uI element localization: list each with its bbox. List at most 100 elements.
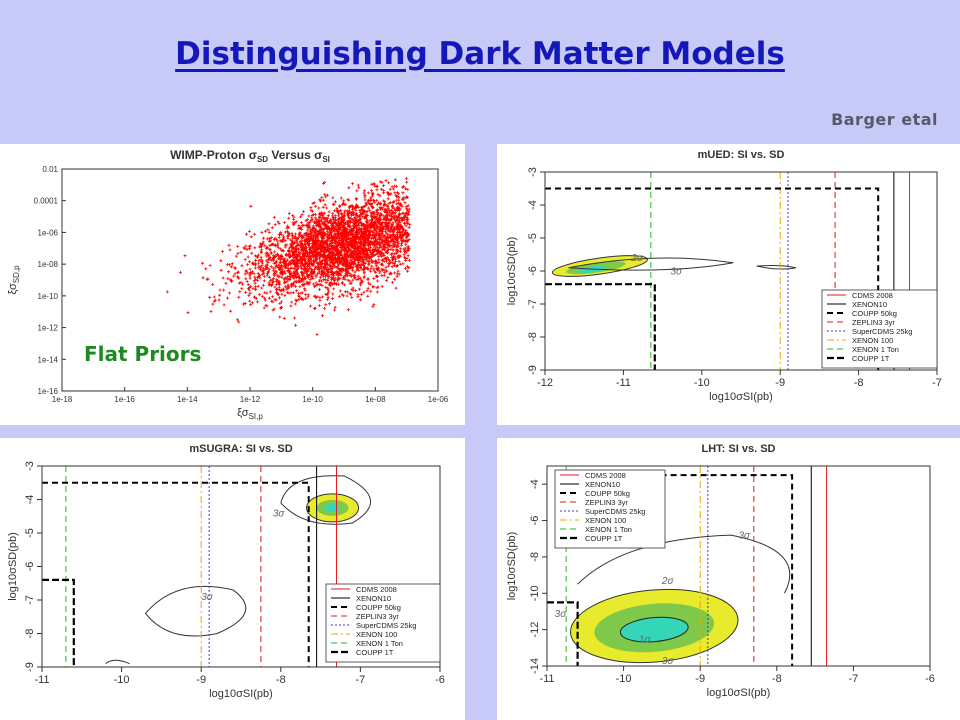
slide-title: Distinguishing Dark Matter Models	[175, 36, 785, 72]
coupp-1t-line	[545, 283, 656, 370]
legend-entry: SuperCDMS 25kg	[852, 327, 912, 336]
ytick-label: -8	[527, 332, 539, 342]
xtick-label: -8	[772, 673, 782, 685]
ytick-label: -5	[24, 528, 36, 538]
xtick-label: -7	[356, 674, 366, 686]
legend-box	[554, 469, 666, 549]
ytick-label: -4	[527, 200, 539, 210]
scatter-chart: WIMP-Proton σSD Versus σSI 1e-18 1e-16 1e-…	[7, 148, 449, 421]
scatter-xtick-label: 1e-08	[365, 395, 386, 404]
scatter-ytick-label: 0.01	[42, 165, 58, 174]
contour-label: 3σ	[555, 609, 568, 620]
contour-region	[619, 616, 689, 643]
scatter-panel: WIMP-Proton σSD Versus σSI 1e-18 1e-16 1e-…	[0, 144, 465, 425]
scatter-xtick-label: 1e-10	[302, 395, 323, 404]
ytick-label: -10	[529, 585, 541, 601]
contour-line	[280, 475, 371, 525]
scatter-ytick-label: 0.0001	[34, 197, 59, 206]
scatter-ytick-label: 1e-12	[38, 324, 59, 333]
legend-entry: XENON10	[585, 480, 620, 489]
ylabel: log10σSD(pb)	[506, 237, 518, 306]
legend-entry: COUPP 1T	[356, 648, 394, 657]
scatter-ytick-label: 1e-16	[38, 387, 59, 396]
ytick-label: -7	[24, 595, 36, 605]
ytick-label: -6	[529, 516, 541, 526]
legend-entry: SuperCDMS 25kg	[585, 507, 645, 516]
contour-line	[105, 659, 130, 665]
scatter-ytick-label: 1e-08	[38, 260, 59, 269]
legend-entry: CDMS 2008	[852, 291, 893, 300]
legend-entry: XENON 100	[585, 516, 626, 525]
ytick-label: -8	[529, 552, 541, 562]
xtick-label: -8	[276, 674, 286, 686]
scatter-xtick-label: 1e-06	[428, 395, 449, 404]
scatter-xlabel: ξσSI,p	[237, 407, 263, 421]
xtick-label: -7	[932, 377, 942, 389]
contour-line	[756, 265, 796, 270]
chart-frame	[546, 465, 931, 667]
legend-entry: CDMS 2008	[356, 585, 397, 594]
ytick-label: -7	[527, 299, 539, 309]
contour-label: 1σ	[639, 634, 652, 645]
contour-label: 3σ	[739, 531, 752, 542]
scatter-title: WIMP-Proton σSD Versus σSI	[170, 148, 330, 164]
ytick-label: -12	[529, 622, 541, 638]
xlabel: log10σSI(pb)	[709, 391, 773, 403]
ytick-label: -4	[529, 479, 541, 489]
legend-box	[325, 583, 441, 663]
legend-entry: XENON 1 Ton	[356, 639, 403, 648]
contour-label: 3σ	[201, 592, 214, 603]
chart-title: mUED: SI vs. SD	[698, 149, 785, 161]
contour-label: 2σ	[630, 253, 644, 264]
legend-entry: COUPP 1T	[852, 354, 890, 363]
scatter-ytick-label: 1e-06	[38, 228, 59, 237]
ylabel: log10σSD(pb)	[7, 532, 19, 601]
xtick-label: -10	[616, 673, 632, 685]
xtick-label: -6	[925, 673, 935, 685]
scatter-ytick-label: 1e-10	[38, 292, 59, 301]
scatter-ytick-label: 1e-14	[38, 355, 59, 364]
flat-priors-label: Flat Priors	[80, 342, 206, 366]
coupp-1t-line	[42, 578, 75, 667]
legend-entry: COUPP 50kg	[356, 603, 401, 612]
xtick-label: -11	[539, 673, 554, 685]
legend-entry: COUPP 50kg	[585, 489, 630, 498]
legend-entry: XENON 1 Ton	[585, 525, 632, 534]
legend-entry: COUPP 50kg	[852, 309, 897, 318]
mued-chart: mUED: SI vs. SD 2σ 3σ -12 -11 -10 -9 -8 -7 -9 -8 -7…	[506, 149, 942, 403]
ytick-label: -3	[24, 461, 36, 471]
xtick-label: -11	[616, 377, 631, 389]
legend-entry: ZEPLIN3 3yr	[585, 498, 628, 507]
scatter-points	[165, 177, 412, 337]
xlabel: log10σSI(pb)	[707, 687, 771, 699]
chart-title: mSUGRA: SI vs. SD	[189, 443, 292, 455]
legend-entry: XENON 100	[356, 630, 397, 639]
xtick-label: -9	[695, 673, 705, 685]
contour-label: 3σ	[273, 508, 286, 519]
xtick-label: -9	[775, 377, 785, 389]
ytick-label: -9	[527, 365, 539, 375]
ytick-label: -6	[527, 266, 539, 276]
scatter-xtick-label: 1e-18	[52, 395, 73, 404]
legend-entry: ZEPLIN3 3yr	[852, 318, 895, 327]
contour-label: 3σ	[670, 266, 683, 277]
legend-entry: COUPP 1T	[585, 534, 623, 543]
ylabel: log10σSD(pb)	[506, 532, 518, 601]
xtick-label: -7	[849, 673, 859, 685]
legend-entry: XENON10	[852, 300, 887, 309]
msugra-panel: mSUGRA: SI vs. SD 3σ 3σ -11 -10 -9 -8 -7 -6 -9 -8 -…	[0, 438, 465, 720]
legend-entry: XENON 100	[852, 336, 893, 345]
xtick-label: -10	[694, 377, 710, 389]
xtick-label: -9	[196, 674, 206, 686]
xlabel: log10σSI(pb)	[209, 688, 273, 700]
scatter-xtick-label: 1e-12	[240, 395, 261, 404]
legend-entry: XENON 1 Ton	[852, 345, 899, 354]
chart-title: LHT: SI vs. SD	[702, 443, 776, 455]
contour-line	[577, 534, 791, 594]
slide-credit: Barger etal	[831, 110, 938, 129]
ytick-label: -6	[24, 562, 36, 572]
lht-chart: LHT: SI vs. SD 1σ 2σ 3σ 3σ 3σ -11 -10 -9 -8 -7 -6 -1…	[506, 443, 935, 699]
xtick-label: -11	[34, 674, 49, 686]
ytick-label: -8	[24, 629, 36, 639]
scatter-xtick-label: 1e-16	[114, 395, 135, 404]
